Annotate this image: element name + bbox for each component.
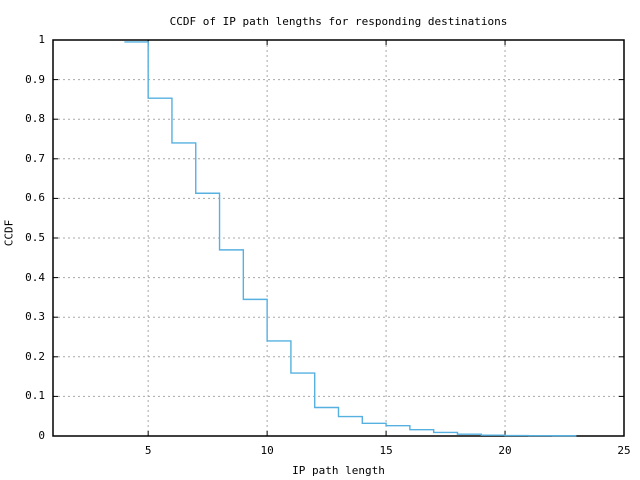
y-tick-label-0.6: 0.6 bbox=[25, 191, 45, 205]
y-tick-label-0.9: 0.9 bbox=[25, 72, 45, 86]
y-tick-label-0.5: 0.5 bbox=[25, 231, 45, 244]
x-tick-label-10: 10 bbox=[260, 444, 274, 457]
y-tick-label-0.1: 0.1 bbox=[25, 389, 45, 403]
y-tick-label-0.8: 0.8 bbox=[25, 112, 45, 126]
x-tick-label-5: 5 bbox=[144, 444, 152, 457]
y-tick-label-0.7: 0.7 bbox=[25, 151, 45, 165]
y-tick-label-0: 0 bbox=[38, 429, 45, 442]
x-tick-label-15: 15 bbox=[379, 444, 393, 457]
chart-title: CCDF of IP path lengths for responding d… bbox=[169, 15, 508, 28]
x-tick-label-25: 25 bbox=[617, 444, 631, 457]
y-tick-label-0.2: 0.2 bbox=[25, 349, 45, 363]
y-tick-label-1: 1 bbox=[38, 33, 45, 46]
plot-border bbox=[52, 39, 625, 437]
y-tick-label-0.4: 0.4 bbox=[25, 270, 45, 284]
x-axis-label: IP path length bbox=[292, 464, 385, 477]
ccdf-step-line bbox=[124, 41, 577, 437]
y-tick-label-0.3: 0.3 bbox=[25, 310, 45, 324]
x-tick-label-20: 20 bbox=[498, 444, 512, 457]
